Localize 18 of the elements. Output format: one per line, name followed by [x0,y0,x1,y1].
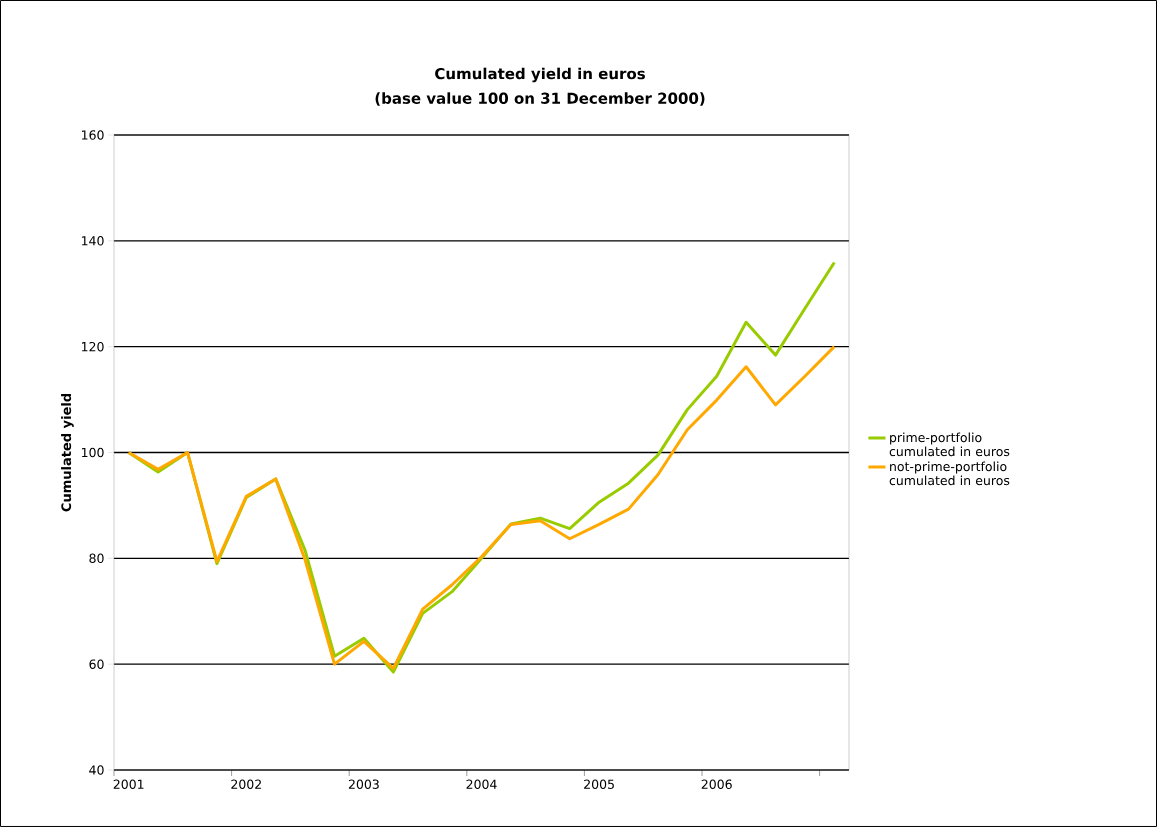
x-tick-label: 2003 [348,779,379,789]
x-tick-label: 2006 [701,779,732,789]
y-tick-label: 100 [82,447,104,458]
y-tick-label: 60 [89,659,104,669]
x-tick-label: 2004 [466,779,497,789]
x-tick-label: 2001 [113,779,144,789]
line-series [127,345,836,670]
y-tick-label: 120 [82,341,104,352]
x-tick-label: 2002 [231,779,261,789]
chart-title: Cumulated yield in euros [435,67,645,83]
y-axis-title: Cumulated yield [61,393,74,512]
x-tick-label: 2005 [584,779,614,789]
y-tick-label: 160 [82,130,104,140]
legend-label: not-prime-portfolio cumulated in euros [889,461,1010,486]
y-tick-label: 40 [89,765,104,775]
y-tick-label: 80 [89,553,104,564]
y-tick-label: 140 [82,236,104,246]
chart-subtitle: (base value 100 on 31 December 2000) [375,92,705,106]
